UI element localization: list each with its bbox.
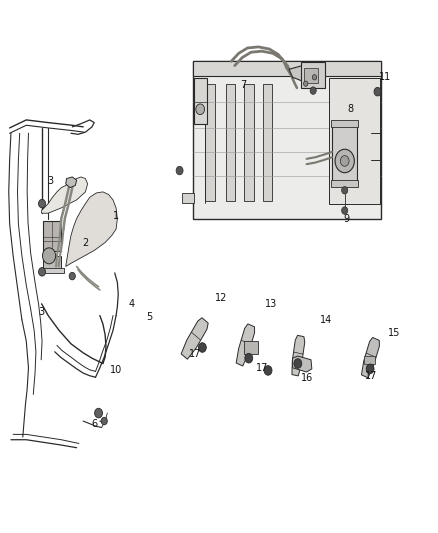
Polygon shape bbox=[42, 177, 88, 213]
Text: 17: 17 bbox=[365, 371, 378, 381]
Bar bbox=[194, 78, 207, 124]
Text: 8: 8 bbox=[347, 104, 353, 114]
Circle shape bbox=[95, 408, 102, 418]
Polygon shape bbox=[66, 192, 117, 266]
Text: 7: 7 bbox=[240, 80, 246, 90]
Circle shape bbox=[198, 343, 206, 352]
Text: 13: 13 bbox=[265, 299, 278, 309]
Bar bbox=[244, 341, 258, 354]
Text: 17: 17 bbox=[256, 363, 268, 373]
Bar bbox=[182, 193, 194, 203]
Text: 12: 12 bbox=[215, 294, 227, 303]
Bar bbox=[193, 61, 381, 76]
Bar bbox=[205, 84, 215, 201]
Circle shape bbox=[342, 187, 348, 194]
Text: 3: 3 bbox=[47, 176, 53, 186]
Bar bbox=[244, 84, 254, 201]
Bar bbox=[331, 180, 358, 187]
Text: 5: 5 bbox=[146, 312, 152, 322]
Text: 6: 6 bbox=[91, 419, 97, 429]
Circle shape bbox=[312, 75, 317, 80]
Polygon shape bbox=[292, 335, 305, 376]
Polygon shape bbox=[289, 65, 313, 81]
Circle shape bbox=[101, 417, 107, 425]
Polygon shape bbox=[361, 337, 379, 378]
Circle shape bbox=[310, 87, 316, 94]
Circle shape bbox=[39, 199, 46, 208]
Bar bbox=[41, 268, 64, 273]
Circle shape bbox=[42, 248, 56, 264]
Circle shape bbox=[196, 104, 205, 115]
Text: 4: 4 bbox=[128, 299, 134, 309]
Text: 3: 3 bbox=[39, 307, 45, 317]
Polygon shape bbox=[293, 356, 312, 372]
Bar bbox=[364, 356, 375, 364]
Bar bbox=[331, 120, 358, 127]
Bar bbox=[226, 84, 235, 201]
Circle shape bbox=[264, 366, 272, 375]
Bar bbox=[193, 61, 381, 219]
Text: 11: 11 bbox=[379, 72, 392, 82]
Text: 14: 14 bbox=[320, 315, 332, 325]
Bar bbox=[301, 62, 325, 88]
Circle shape bbox=[294, 359, 302, 368]
Circle shape bbox=[374, 87, 381, 96]
Circle shape bbox=[176, 166, 183, 175]
Bar bbox=[43, 221, 61, 251]
Polygon shape bbox=[236, 324, 254, 366]
Bar bbox=[263, 84, 272, 201]
Bar bbox=[328, 78, 380, 204]
Circle shape bbox=[69, 272, 75, 280]
Circle shape bbox=[245, 353, 253, 363]
Bar bbox=[304, 68, 318, 83]
Polygon shape bbox=[181, 318, 208, 359]
Polygon shape bbox=[66, 177, 77, 188]
Text: 2: 2 bbox=[82, 238, 88, 247]
Circle shape bbox=[335, 149, 354, 173]
Text: 10: 10 bbox=[110, 366, 122, 375]
Text: 9: 9 bbox=[343, 214, 349, 223]
Bar bbox=[43, 256, 61, 269]
Circle shape bbox=[39, 268, 46, 276]
Circle shape bbox=[304, 81, 308, 86]
Text: 17: 17 bbox=[189, 350, 201, 359]
Text: 1: 1 bbox=[113, 211, 119, 221]
Circle shape bbox=[340, 156, 349, 166]
Text: 16: 16 bbox=[300, 374, 313, 383]
Circle shape bbox=[342, 207, 348, 214]
Circle shape bbox=[366, 364, 374, 374]
Bar bbox=[332, 125, 357, 181]
Text: 15: 15 bbox=[388, 328, 400, 338]
